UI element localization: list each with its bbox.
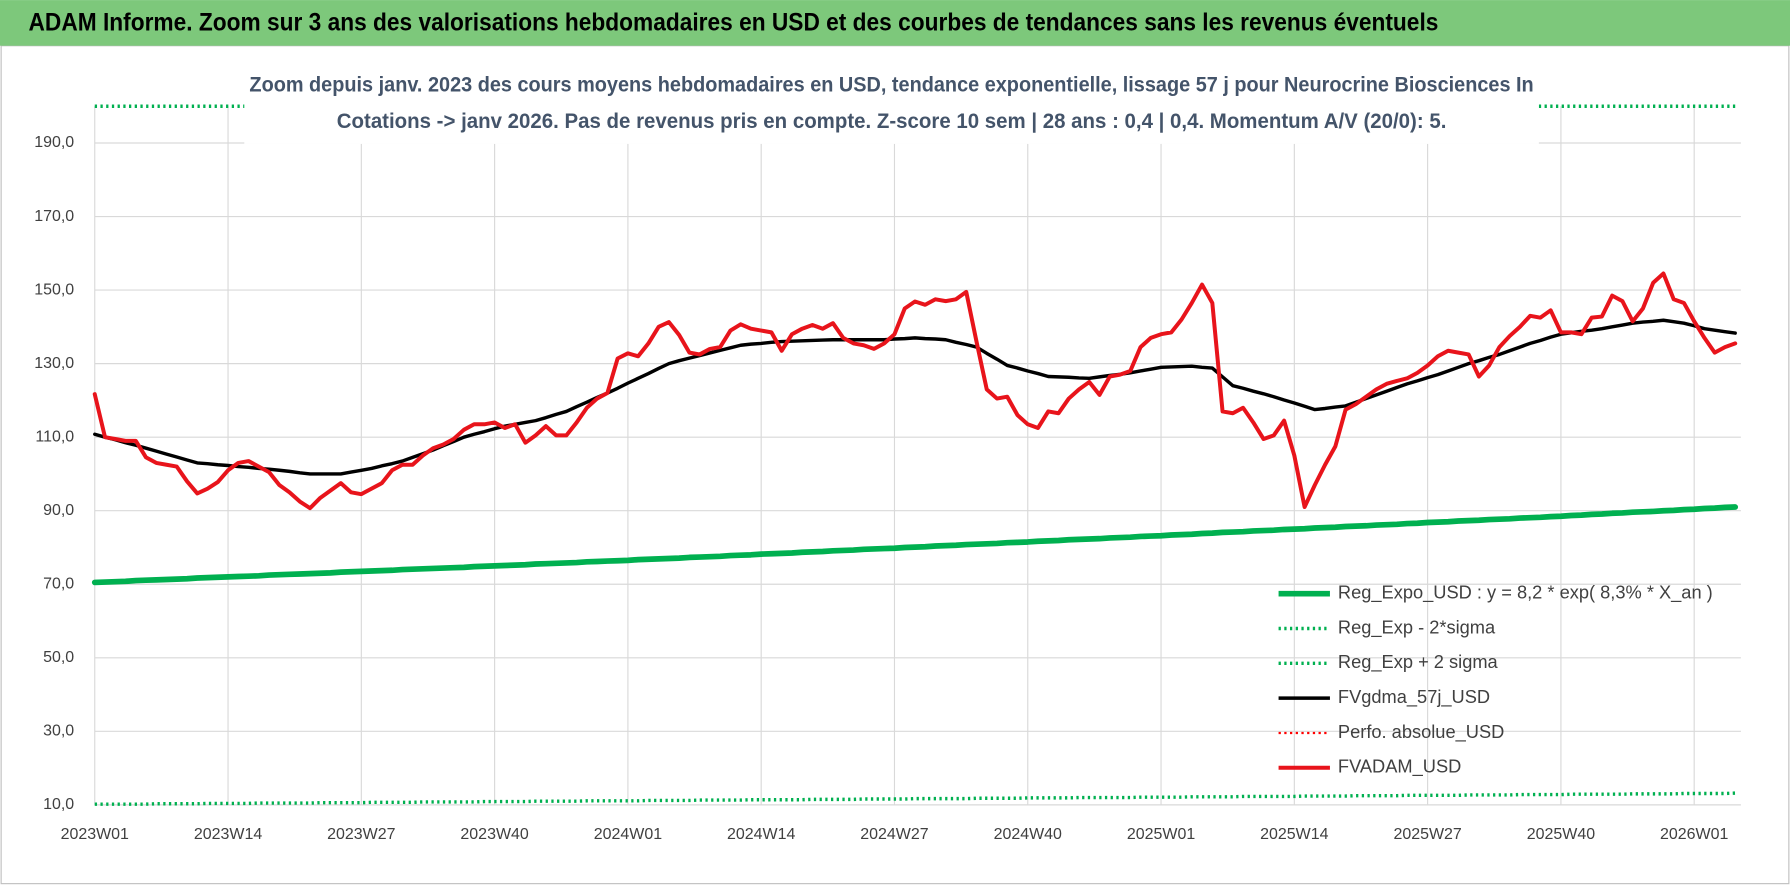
plot-lines: [91, 104, 1739, 806]
grid: 10,0 30,0 50,0 70,0 90,0 110,0 130,0 150,0 170,0…: [34, 106, 1741, 843]
legend-label: Reg_Exp + 2 sigma: [1338, 651, 1499, 673]
subtitle-line: Cotations -> janv 2026. Pas de revenus p…: [337, 108, 1447, 133]
y-tick-label: 50,0: [43, 649, 74, 666]
y-tick-label: 70,0: [43, 575, 74, 592]
legend: Reg_Expo_USD : y = 8,2 * exp( 8,3% * X_a…: [1278, 582, 1713, 778]
x-tick-label: 2023W14: [194, 826, 262, 843]
subtitle-box: [244, 66, 1539, 144]
y-tick-label: 150,0: [34, 281, 74, 298]
x-tick-label: 2026W01: [1660, 826, 1728, 843]
y-tick-label: 10,0: [43, 796, 74, 813]
series-line: [91, 504, 1739, 586]
legend-label: Perfo. absolue_USD: [1338, 721, 1504, 743]
legend-label: FVgdma_57j_USD: [1338, 686, 1490, 708]
legend-label: Reg_Exp - 2*sigma: [1338, 616, 1496, 638]
x-tick-label: 2024W40: [994, 826, 1062, 843]
x-tick-label: 2025W27: [1393, 826, 1461, 843]
y-tick-label: 110,0: [35, 428, 74, 445]
header-bar: [0, 0, 1790, 46]
x-tick-label: 2023W27: [327, 826, 395, 843]
x-tick-label: 2024W01: [594, 826, 662, 843]
legend-label: Reg_Expo_USD : y = 8,2 * exp( 8,3% * X_a…: [1338, 582, 1713, 604]
x-tick-label: 2025W14: [1260, 826, 1328, 843]
x-tick-label: 2025W40: [1527, 826, 1595, 843]
x-tick-label: 2025W01: [1127, 826, 1195, 843]
subtitle-line: Zoom depuis janv. 2023 des cours moyens …: [249, 71, 1533, 96]
header-title: ADAM Informe. Zoom sur 3 ans des valoris…: [29, 9, 1439, 37]
legend-label: FVADAM_USD: [1338, 756, 1461, 778]
y-tick-label: 170,0: [34, 208, 74, 225]
y-tick-label: 30,0: [43, 723, 74, 740]
series-line: [92, 271, 1738, 511]
x-tick-label: 2024W14: [727, 826, 795, 843]
x-tick-label: 2023W01: [61, 826, 129, 843]
x-tick-label: 2024W27: [860, 826, 928, 843]
y-tick-label: 90,0: [43, 502, 74, 519]
series-line: [93, 318, 1737, 476]
y-tick-label: 190,0: [34, 134, 74, 151]
x-tick-label: 2023W40: [460, 826, 528, 843]
y-tick-label: 130,0: [34, 355, 74, 372]
